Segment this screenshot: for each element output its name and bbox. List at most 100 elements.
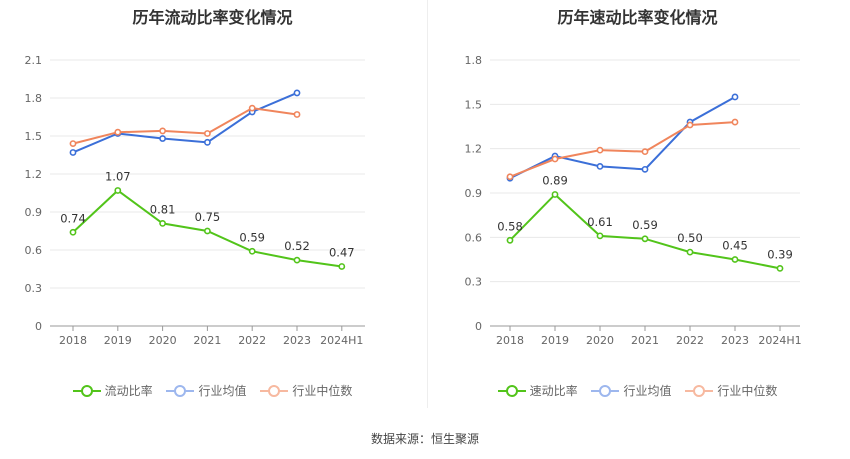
industry-median-series-point[interactable] xyxy=(686,121,694,129)
main-series-point[interactable] xyxy=(641,235,649,243)
y-tick-label: 1.5 xyxy=(465,98,483,111)
main-series-point[interactable] xyxy=(686,248,694,256)
legend-item-avg[interactable]: 行业均值 xyxy=(166,382,247,399)
main-series-point[interactable] xyxy=(551,191,559,198)
industry-average-series-line xyxy=(509,96,736,180)
industry-median-series-point[interactable] xyxy=(69,140,77,147)
legend-label: 流动比率 xyxy=(104,384,153,398)
data-label: 0.58 xyxy=(497,219,523,233)
industry-median-series-point[interactable] xyxy=(506,173,514,181)
legend-median-icon xyxy=(260,384,289,398)
industry-median-series-point[interactable] xyxy=(293,111,301,118)
industry-median-series-line xyxy=(509,121,736,178)
legend-item-avg[interactable]: 行业均值 xyxy=(591,382,672,399)
data-label: 0.59 xyxy=(239,230,265,244)
data-label: 0.45 xyxy=(722,239,748,253)
legend-avg-icon xyxy=(166,384,195,398)
main-series-point[interactable] xyxy=(293,256,301,264)
x-tick-label: 2020 xyxy=(586,334,614,347)
industry-average-series-point[interactable] xyxy=(293,89,301,97)
industry-median-series-point[interactable] xyxy=(248,104,256,112)
main-series-point[interactable] xyxy=(731,256,739,263)
y-tick-label: 0.9 xyxy=(25,206,43,219)
y-tick-label: 1.2 xyxy=(465,143,483,156)
y-tick-label: 0.9 xyxy=(465,187,483,200)
main-series-point[interactable] xyxy=(114,187,122,194)
quick-ratio-chart: 0 0.3 0.6 0.9 1.2 1.5 1.8 2018 2019 2020 2021 2022 2… xyxy=(465,54,802,347)
x-tick-label: 2022 xyxy=(676,334,704,347)
main-series-point[interactable] xyxy=(203,227,211,235)
y-tick-label: 1.8 xyxy=(465,54,483,67)
industry-median-series-point[interactable] xyxy=(641,148,649,156)
legend: 流动比率 行业均值 行业中位数 xyxy=(0,382,425,401)
legend-median-icon xyxy=(685,384,714,398)
main-series-point[interactable] xyxy=(338,263,346,270)
x-tick-label: 2024H1 xyxy=(758,334,801,347)
data-label: 0.39 xyxy=(767,247,793,261)
industry-average-series-point[interactable] xyxy=(159,135,166,142)
main-series-point[interactable] xyxy=(159,219,166,227)
x-tick-label: 2018 xyxy=(496,334,524,347)
industry-average-series-point[interactable] xyxy=(596,162,604,170)
industry-median-series-point[interactable] xyxy=(551,155,559,163)
legend-item-median[interactable]: 行业中位数 xyxy=(260,382,352,399)
current-ratio-panel: 历年流动比率变化情况 0 0.3 0.6 0.9 1.2 1.5 1.8 2.1 2018 201… xyxy=(0,0,425,410)
data-source: 数据来源：恒生聚源 xyxy=(370,432,479,446)
industry-median-series-point[interactable] xyxy=(596,146,604,154)
legend-item-median[interactable]: 行业中位数 xyxy=(685,382,777,399)
y-tick-label: 0 xyxy=(35,320,42,333)
legend-item-main[interactable]: 速动比率 xyxy=(497,382,578,399)
legend-main-icon xyxy=(497,384,526,398)
main-series-point[interactable] xyxy=(596,232,604,240)
data-label: 0.75 xyxy=(195,210,221,224)
current-ratio-chart: 0 0.3 0.6 0.9 1.2 1.5 1.8 2.1 2018 2019 2020 2021 20… xyxy=(25,54,365,347)
legend-label: 行业中位数 xyxy=(717,384,778,398)
legend-label: 行业均值 xyxy=(623,384,672,398)
data-label: 0.52 xyxy=(284,239,310,253)
chart-title: 历年速动比率变化情况 xyxy=(557,8,718,27)
y-tick-label: 2.1 xyxy=(25,54,43,67)
data-label: 1.07 xyxy=(105,169,131,183)
legend-item-main[interactable]: 流动比率 xyxy=(72,382,153,399)
data-label: 0.59 xyxy=(632,218,658,232)
data-label: 0.81 xyxy=(150,202,176,216)
quick-ratio-panel: 历年速动比率变化情况 0 0.3 0.6 0.9 1.2 1.5 1.8 2018 2019 20… xyxy=(425,0,850,410)
y-tick-label: 1.5 xyxy=(25,130,43,143)
data-label: 0.47 xyxy=(329,245,355,259)
y-tick-label: 0.6 xyxy=(465,231,483,244)
industry-average-series-point[interactable] xyxy=(69,149,77,156)
legend-label: 行业均值 xyxy=(198,384,247,398)
industry-average-series-line xyxy=(72,92,298,154)
y-tick-label: 0.6 xyxy=(25,244,43,257)
data-label: 0.89 xyxy=(542,173,568,187)
industry-average-series-point[interactable] xyxy=(203,138,211,146)
main-series-point[interactable] xyxy=(69,228,77,236)
legend: 速动比率 行业均值 行业中位数 xyxy=(425,382,850,401)
industry-median-series-point[interactable] xyxy=(731,118,739,126)
x-tick-label: 2024H1 xyxy=(320,334,363,347)
y-tick-label: 0.3 xyxy=(465,276,483,289)
industry-average-series-point[interactable] xyxy=(731,93,739,101)
legend-avg-icon xyxy=(591,384,620,398)
chart-title: 历年流动比率变化情况 xyxy=(132,8,293,27)
data-label: 0.61 xyxy=(587,215,613,229)
x-tick-label: 2019 xyxy=(541,334,569,347)
x-tick-label: 2018 xyxy=(59,334,87,347)
industry-median-series-point[interactable] xyxy=(114,128,122,136)
panel-divider xyxy=(427,0,428,408)
main-series-point[interactable] xyxy=(248,247,256,255)
industry-median-series-point[interactable] xyxy=(159,127,166,135)
data-label: 0.50 xyxy=(677,231,703,245)
y-tick-label: 1.8 xyxy=(25,92,43,105)
x-tick-label: 2019 xyxy=(104,334,132,347)
legend-label: 速动比率 xyxy=(529,384,578,398)
industry-average-series-point[interactable] xyxy=(641,165,649,173)
main-series-point[interactable] xyxy=(776,264,784,272)
x-tick-label: 2020 xyxy=(149,334,177,347)
industry-median-series-point[interactable] xyxy=(203,130,211,137)
x-tick-label: 2022 xyxy=(238,334,266,347)
industry-median-series-line xyxy=(72,107,298,145)
data-label: 0.74 xyxy=(60,211,86,225)
legend-main-icon xyxy=(72,384,101,398)
main-series-point[interactable] xyxy=(506,236,514,244)
